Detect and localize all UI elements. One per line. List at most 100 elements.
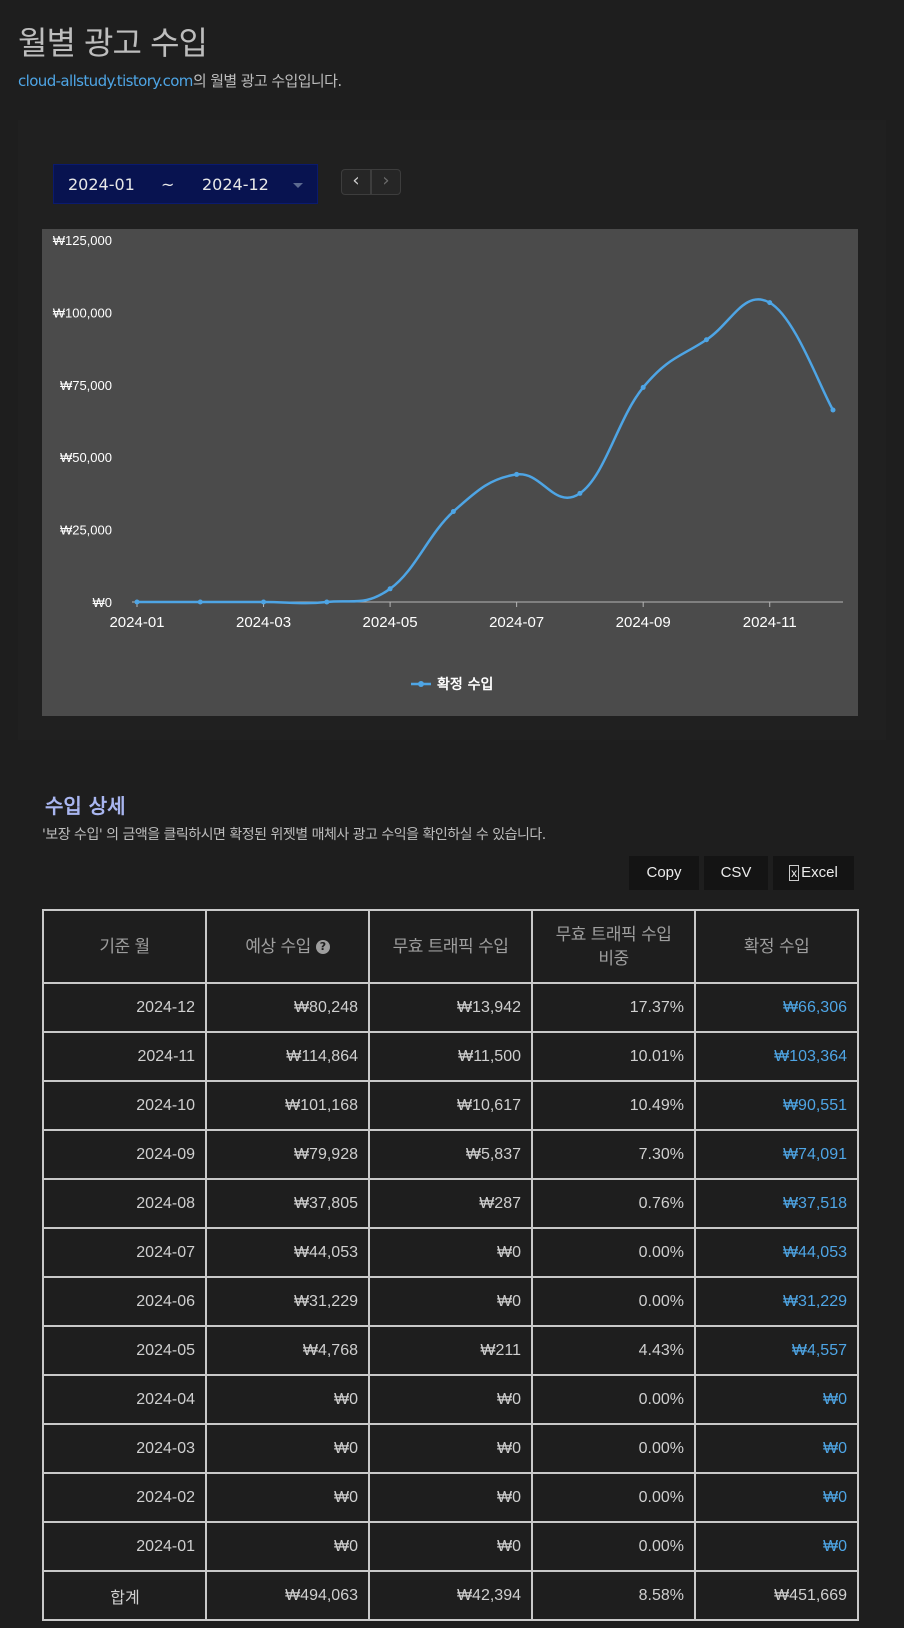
next-range-button[interactable]: › [371, 169, 401, 195]
data-point [767, 300, 773, 306]
excel-button[interactable]: x Excel [773, 856, 854, 890]
col-header-month[interactable]: 기준 월 [42, 909, 207, 984]
cell-invalid-ratio: 10.01% [531, 1031, 696, 1082]
y-tick-label: ₩50,000 [60, 450, 112, 465]
col-header-invalid[interactable]: 무효 트래픽 수입 [368, 909, 533, 984]
total-confirmed: ₩451,669 [694, 1570, 859, 1621]
series-line-confirmed [137, 298, 835, 605]
excel-label: Excel [801, 864, 838, 881]
cell-confirmed[interactable]: ₩103,364 [694, 1031, 859, 1082]
x-tick-label: 2024-01 [109, 614, 164, 631]
col-header-confirmed[interactable]: 확정 수입 [694, 909, 859, 984]
cell-expected: ₩101,168 [205, 1080, 370, 1131]
cell-month: 2024-12 [42, 982, 207, 1033]
range-separator: ~ [161, 175, 175, 194]
cell-invalid-ratio: 0.00% [531, 1423, 696, 1474]
table-row: 2024-09 ₩79,928 ₩5,837 7.30% ₩74,091 [42, 1129, 859, 1180]
total-expected: ₩494,063 [205, 1570, 370, 1621]
cell-confirmed[interactable]: ₩90,551 [694, 1080, 859, 1131]
cell-expected: ₩44,053 [205, 1227, 370, 1278]
cell-confirmed[interactable]: ₩0 [694, 1521, 859, 1572]
cell-invalid: ₩0 [368, 1521, 533, 1572]
cell-expected: ₩79,928 [205, 1129, 370, 1180]
data-point [514, 471, 520, 477]
col-header-expected[interactable]: 예상 수입 ? [205, 909, 370, 984]
cell-invalid-ratio: 17.37% [531, 982, 696, 1033]
chevron-left-icon: ‹ [352, 170, 360, 191]
data-point [450, 509, 456, 515]
section-description: '보장 수입' 의 금액을 클릭하시면 확정된 위젯별 매체사 광고 수익을 확… [42, 827, 546, 843]
cell-invalid-ratio: 4.43% [531, 1325, 696, 1376]
cell-expected: ₩31,229 [205, 1276, 370, 1327]
cell-invalid-ratio: 7.30% [531, 1129, 696, 1180]
data-point [577, 490, 583, 496]
cell-confirmed[interactable]: ₩31,229 [694, 1276, 859, 1327]
y-tick-label: ₩25,000 [60, 523, 112, 538]
cell-month: 2024-04 [42, 1374, 207, 1425]
total-label: 합계 [42, 1570, 207, 1621]
cell-confirmed[interactable]: ₩66,306 [694, 982, 859, 1033]
cell-expected: ₩37,805 [205, 1178, 370, 1229]
page-title: 월별 광고 수입 [18, 24, 208, 62]
x-tick-label: 2024-07 [489, 614, 544, 631]
x-tick-label: 2024-03 [236, 614, 291, 631]
range-from[interactable]: 2024-01 [68, 175, 135, 194]
cell-month: 2024-07 [42, 1227, 207, 1278]
cell-invalid: ₩5,837 [368, 1129, 533, 1180]
table-total-row: 합계 ₩494,063 ₩42,394 8.58% ₩451,669 [42, 1570, 859, 1621]
data-point [324, 599, 330, 605]
cell-invalid-ratio: 0.00% [531, 1276, 696, 1327]
table-row: 2024-10 ₩101,168 ₩10,617 10.49% ₩90,551 [42, 1080, 859, 1131]
cell-expected: ₩0 [205, 1374, 370, 1425]
cell-confirmed[interactable]: ₩4,557 [694, 1325, 859, 1376]
cell-confirmed[interactable]: ₩0 [694, 1374, 859, 1425]
x-tick-label: 2024-11 [743, 614, 797, 631]
cell-month: 2024-10 [42, 1080, 207, 1131]
table-row: 2024-12 ₩80,248 ₩13,942 17.37% ₩66,306 [42, 982, 859, 1033]
y-tick-label: ₩0 [93, 595, 113, 610]
cell-invalid: ₩0 [368, 1423, 533, 1474]
x-tick-label: 2024-09 [616, 614, 671, 631]
data-point [703, 337, 709, 343]
y-tick-label: ₩125,000 [53, 233, 112, 248]
table-row: 2024-11 ₩114,864 ₩11,500 10.01% ₩103,364 [42, 1031, 859, 1082]
table-row: 2024-02 ₩0 ₩0 0.00% ₩0 [42, 1472, 859, 1523]
csv-button[interactable]: CSV [704, 856, 768, 890]
col-header-invalid-ratio[interactable]: 무효 트래픽 수입 비중 [531, 909, 696, 984]
data-point [197, 599, 203, 605]
cell-invalid: ₩287 [368, 1178, 533, 1229]
cell-invalid: ₩10,617 [368, 1080, 533, 1131]
chart-svg: ₩0 ₩25,000 ₩50,000 ₩75,000 ₩100,000 ₩125,000 2… [53, 233, 843, 693]
cell-confirmed[interactable]: ₩37,518 [694, 1178, 859, 1229]
cell-expected: ₩4,768 [205, 1325, 370, 1376]
table-row: 2024-04 ₩0 ₩0 0.00% ₩0 [42, 1374, 859, 1425]
question-icon[interactable]: ? [315, 939, 330, 954]
cell-confirmed[interactable]: ₩0 [694, 1472, 859, 1523]
cell-month: 2024-02 [42, 1472, 207, 1523]
copy-button[interactable]: Copy [629, 856, 699, 890]
cell-expected: ₩0 [205, 1423, 370, 1474]
revenue-table: 기준 월 예상 수입 ? 무효 트래픽 수입 무효 트래픽 수입 비중 확정 수입… [42, 909, 859, 1621]
legend-label: 확정 수입 [437, 676, 493, 693]
page-subtitle: cloud-allstudy.tistory.com의 월별 광고 수입입니다. [18, 70, 342, 91]
range-to[interactable]: 2024-12 [202, 175, 269, 194]
prev-range-button[interactable]: ‹ [341, 169, 371, 195]
cell-expected: ₩114,864 [205, 1031, 370, 1082]
chevron-right-icon: › [382, 170, 390, 191]
cell-invalid: ₩13,942 [368, 982, 533, 1033]
section-title: 수입 상세 [45, 794, 126, 818]
table-row: 2024-05 ₩4,768 ₩211 4.43% ₩4,557 [42, 1325, 859, 1376]
cell-invalid: ₩211 [368, 1325, 533, 1376]
cell-confirmed[interactable]: ₩44,053 [694, 1227, 859, 1278]
cell-month: 2024-11 [42, 1031, 207, 1082]
cell-confirmed[interactable]: ₩0 [694, 1423, 859, 1474]
cell-confirmed[interactable]: ₩74,091 [694, 1129, 859, 1180]
caret-down-icon[interactable] [293, 183, 303, 188]
excel-file-icon: x [789, 865, 800, 881]
cell-month: 2024-01 [42, 1521, 207, 1572]
blog-link[interactable]: cloud-allstudy.tistory.com [18, 72, 193, 90]
cell-month: 2024-03 [42, 1423, 207, 1474]
month-range-picker[interactable]: 2024-01 ~ 2024-12 [53, 164, 318, 204]
y-tick-label: ₩75,000 [60, 378, 112, 393]
cell-invalid: ₩0 [368, 1276, 533, 1327]
